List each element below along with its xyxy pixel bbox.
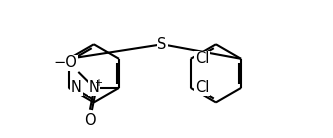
Text: N: N	[71, 80, 82, 95]
Text: +: +	[94, 78, 102, 88]
Text: N: N	[89, 80, 100, 95]
Text: Cl: Cl	[195, 80, 209, 95]
Text: −O: −O	[53, 55, 77, 71]
Text: Cl: Cl	[195, 51, 209, 66]
Text: S: S	[158, 37, 167, 52]
Text: O: O	[84, 113, 96, 128]
